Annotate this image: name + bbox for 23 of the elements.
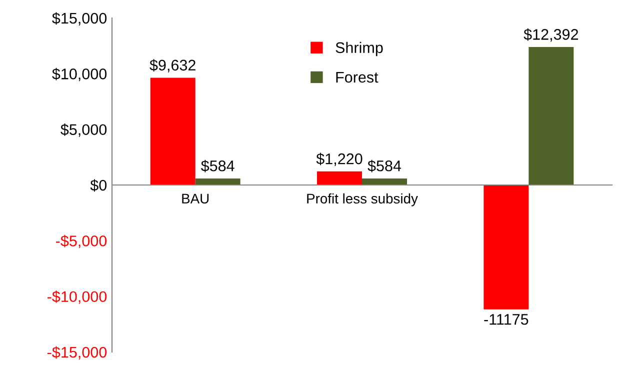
data-label: $12,392 [524, 28, 578, 42]
y-tick-label: $0 [90, 179, 107, 192]
bar [317, 171, 362, 185]
data-label: -11175 [484, 314, 528, 325]
bar [528, 47, 574, 185]
y-tick-label: -$15,000 [48, 346, 107, 360]
y-tick-label: -$5,000 [56, 234, 107, 248]
data-label: $584 [368, 160, 402, 172]
legend-label: Shrimp [336, 42, 383, 56]
data-label: $1,220 [316, 152, 362, 166]
data-label: $9,632 [150, 59, 196, 72]
x-tick-label: BAU [182, 194, 209, 204]
bar [150, 78, 196, 185]
bar [362, 178, 407, 185]
y-tick-label: -$10,000 [48, 290, 107, 304]
x-tick-label: Profit less subsidy [307, 193, 418, 206]
bar [484, 185, 529, 310]
y-tick-label: $10,000 [52, 68, 107, 82]
legend-label: Forest [336, 72, 378, 83]
data-label: $584 [201, 160, 234, 172]
y-tick-label: $15,000 [52, 12, 107, 26]
y-tick-label: $5,000 [60, 124, 107, 137]
bar [195, 178, 240, 185]
